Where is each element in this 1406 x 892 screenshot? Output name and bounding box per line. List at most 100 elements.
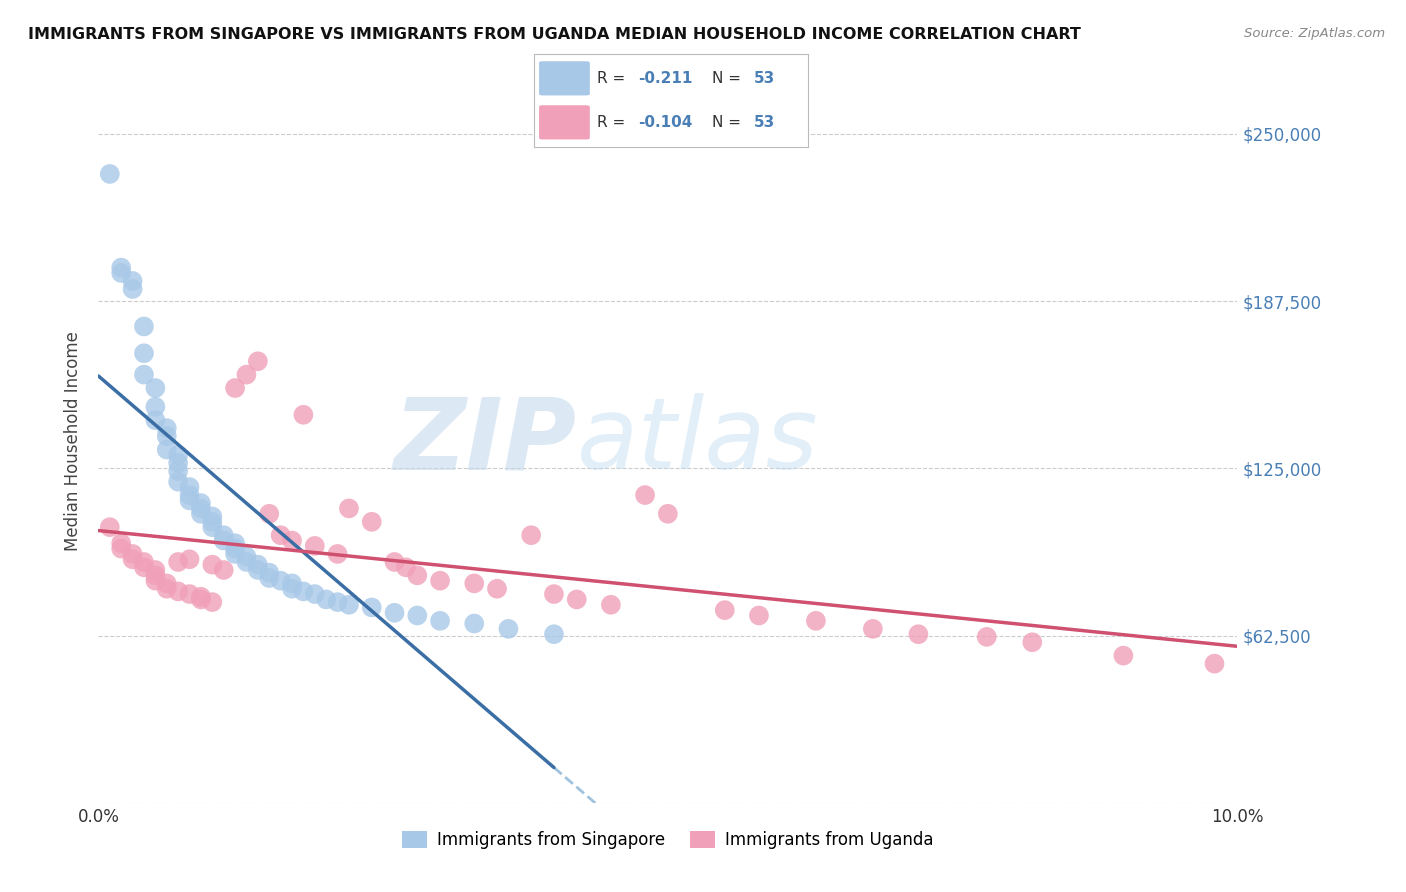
Text: R =: R = <box>598 71 630 87</box>
Point <box>360 515 382 529</box>
Text: -0.104: -0.104 <box>638 115 693 130</box>
Legend: Immigrants from Singapore, Immigrants from Uganda: Immigrants from Singapore, Immigrants fr… <box>395 824 941 856</box>
Point <box>520 528 543 542</box>
Point <box>179 480 201 494</box>
Text: IMMIGRANTS FROM SINGAPORE VS IMMIGRANTS FROM UGANDA MEDIAN HOUSEHOLD INCOME CORR: IMMIGRANTS FROM SINGAPORE VS IMMIGRANTS … <box>28 27 1081 42</box>
Point <box>259 571 281 585</box>
Point <box>657 507 679 521</box>
Point <box>246 563 269 577</box>
Point <box>156 421 179 435</box>
Point <box>565 592 588 607</box>
Point <box>156 429 179 443</box>
Text: R =: R = <box>598 115 630 130</box>
Point <box>121 547 143 561</box>
Point <box>190 590 212 604</box>
FancyBboxPatch shape <box>540 62 589 95</box>
Point <box>246 558 269 572</box>
Point <box>167 584 190 599</box>
Point <box>212 528 235 542</box>
Point <box>486 582 509 596</box>
Point <box>429 614 451 628</box>
Point <box>110 536 132 550</box>
Point <box>190 496 212 510</box>
Point <box>498 622 520 636</box>
Point <box>110 266 132 280</box>
Point <box>326 547 349 561</box>
Point <box>132 319 155 334</box>
Point <box>270 574 292 588</box>
Point <box>201 520 224 534</box>
Point <box>145 381 167 395</box>
Point <box>384 555 406 569</box>
Point <box>156 442 179 457</box>
Point <box>862 622 884 636</box>
Text: atlas: atlas <box>576 393 818 490</box>
Point <box>259 507 281 521</box>
Point <box>281 582 304 596</box>
Point <box>281 576 304 591</box>
Text: 53: 53 <box>754 71 775 87</box>
Point <box>1204 657 1226 671</box>
Point <box>270 528 292 542</box>
Point <box>145 568 167 582</box>
Point <box>132 555 155 569</box>
Point <box>179 493 201 508</box>
Text: ZIP: ZIP <box>394 393 576 490</box>
Text: 53: 53 <box>754 115 775 130</box>
Point <box>235 555 257 569</box>
Point <box>156 582 179 596</box>
Point <box>304 587 326 601</box>
Point <box>406 568 429 582</box>
Point <box>395 560 418 574</box>
Point <box>98 167 121 181</box>
Point <box>201 595 224 609</box>
Point <box>235 549 257 564</box>
Point <box>337 501 360 516</box>
Point <box>246 354 269 368</box>
Point <box>121 282 143 296</box>
Text: Source: ZipAtlas.com: Source: ZipAtlas.com <box>1244 27 1385 40</box>
Point <box>1112 648 1135 663</box>
Point <box>145 413 167 427</box>
Point <box>201 509 224 524</box>
Point <box>167 456 190 470</box>
Point <box>212 563 235 577</box>
Point <box>156 576 179 591</box>
Point <box>907 627 929 641</box>
Point <box>167 555 190 569</box>
Text: -0.211: -0.211 <box>638 71 693 87</box>
Point <box>804 614 827 628</box>
Point <box>224 541 246 556</box>
Point <box>190 501 212 516</box>
Point <box>384 606 406 620</box>
Point <box>201 515 224 529</box>
Point <box>145 574 167 588</box>
Text: N =: N = <box>713 71 747 87</box>
Point <box>132 560 155 574</box>
Point <box>259 566 281 580</box>
Point <box>179 587 201 601</box>
Point <box>224 547 246 561</box>
Point <box>406 608 429 623</box>
Point <box>543 627 565 641</box>
Point <box>976 630 998 644</box>
Point <box>600 598 623 612</box>
Point <box>304 539 326 553</box>
Point <box>167 448 190 462</box>
Y-axis label: Median Household Income: Median Household Income <box>65 332 83 551</box>
Point <box>224 536 246 550</box>
Point <box>429 574 451 588</box>
Point <box>224 381 246 395</box>
Point <box>145 400 167 414</box>
Point <box>179 552 201 566</box>
Point <box>190 507 212 521</box>
Point <box>132 368 155 382</box>
Point <box>337 598 360 612</box>
Point <box>281 533 304 548</box>
Point <box>463 616 485 631</box>
Point <box>634 488 657 502</box>
Point <box>543 587 565 601</box>
Point <box>201 558 224 572</box>
Point <box>190 592 212 607</box>
Text: N =: N = <box>713 115 747 130</box>
